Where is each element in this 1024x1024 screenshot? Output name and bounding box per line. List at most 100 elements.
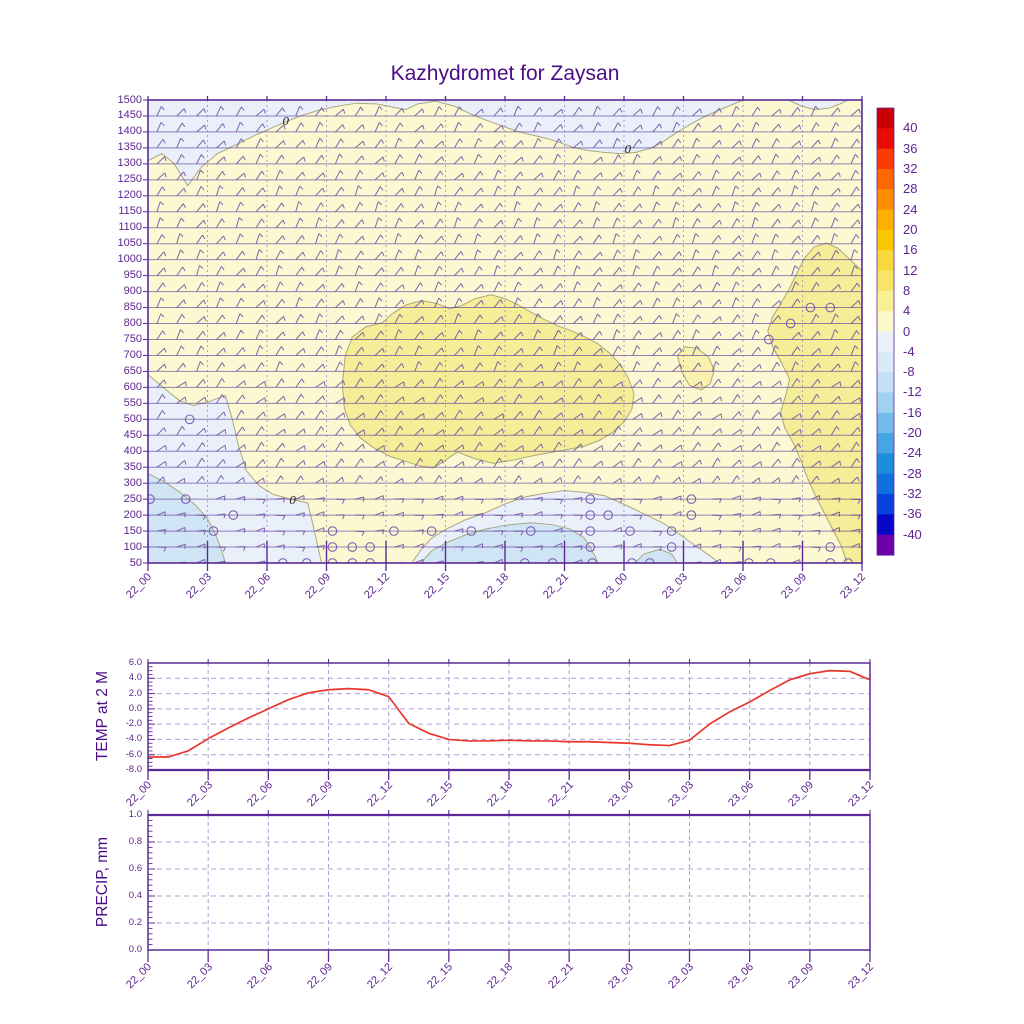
- main-y-tick-label: 200: [123, 508, 142, 521]
- wind-barb-icon: [711, 316, 722, 324]
- wind-barb-icon: [672, 313, 680, 324]
- wind-barb-icon: [334, 330, 344, 340]
- wind-barb-icon: [235, 106, 245, 117]
- wind-barb-icon: [771, 397, 782, 404]
- wind-barb-icon: [632, 169, 641, 181]
- wind-barb-icon: [811, 511, 821, 517]
- wind-barb-icon: [731, 171, 742, 181]
- wind-barb-icon: [553, 249, 561, 260]
- wind-barb-icon: [612, 171, 623, 181]
- wind-barb-icon: [751, 477, 761, 484]
- wind-barb-icon: [731, 331, 742, 340]
- wind-barb-icon: [573, 298, 582, 308]
- wind-barb-icon: [156, 476, 166, 484]
- wind-barb-icon: [731, 459, 742, 468]
- wind-barb-icon: [394, 249, 403, 260]
- calm-wind-circle-icon: [744, 558, 754, 563]
- wind-barb-icon: [691, 137, 701, 149]
- wind-barb-icon: [493, 316, 504, 324]
- colorbar-tick-label: 16: [903, 242, 918, 258]
- wind-barb-icon: [751, 172, 762, 181]
- wind-barb-icon: [196, 396, 207, 404]
- wind-barb-icon: [235, 233, 244, 244]
- wind-barb-icon: [235, 250, 246, 260]
- colorbar-tick-label: -20: [903, 425, 922, 441]
- wind-barb-icon: [771, 249, 779, 260]
- calm-wind-circle-icon: [519, 558, 530, 563]
- wind-barb-icon: [255, 459, 266, 468]
- wind-barb-icon: [731, 495, 741, 501]
- wind-barb-icon: [196, 379, 206, 388]
- calm-wind-circle-icon: [825, 302, 836, 313]
- wind-barb-icon: [711, 396, 723, 404]
- wind-barb-icon: [255, 543, 265, 549]
- wind-barb-icon: [156, 410, 166, 420]
- wind-barb-icon: [315, 544, 325, 551]
- wind-barb-icon: [731, 281, 740, 292]
- colorbar-tick-label: 32: [903, 160, 918, 176]
- wind-barb-icon: [652, 495, 662, 501]
- calm-wind-circle-icon: [585, 510, 596, 520]
- wind-barb-icon: [473, 153, 482, 165]
- wind-barb-icon: [236, 527, 246, 534]
- wind-barb-icon: [751, 511, 761, 517]
- colorbar-tick-label: 36: [903, 140, 918, 156]
- colorbar-band: [877, 128, 894, 150]
- wind-barb-icon: [652, 546, 663, 552]
- wind-barb-icon: [235, 364, 246, 372]
- wind-barb-icon: [295, 393, 305, 404]
- wind-barb-icon: [196, 219, 207, 229]
- wind-barb-icon: [612, 363, 623, 372]
- wind-barb-icon: [275, 154, 285, 165]
- wind-barb-icon: [850, 108, 861, 117]
- wind-barb-icon: [354, 250, 364, 260]
- wind-barb-icon: [513, 475, 522, 484]
- main-y-tick-label: 1400: [117, 125, 142, 138]
- wind-barb-icon: [830, 346, 840, 356]
- wind-barb-icon: [811, 410, 821, 420]
- wind-barb-icon: [196, 124, 207, 133]
- wind-barb-icon: [652, 281, 660, 292]
- wind-barb-icon: [533, 426, 543, 436]
- wind-barb-icon: [573, 458, 583, 468]
- wind-barb-icon: [493, 265, 501, 276]
- wind-barb-icon: [711, 361, 720, 372]
- wind-barb-icon: [553, 300, 564, 308]
- wind-barb-icon: [335, 514, 345, 520]
- wind-barb-icon: [216, 235, 226, 245]
- wind-barb-icon: [473, 299, 484, 308]
- calm-wind-circle-icon: [785, 318, 796, 329]
- wind-barb-icon: [811, 156, 822, 165]
- wind-barb-icon: [573, 412, 584, 420]
- wind-barb-icon: [295, 281, 304, 292]
- temp-y-tick-label: 6.0: [128, 657, 142, 668]
- wind-barb-icon: [434, 201, 442, 212]
- wind-barb-icon: [414, 139, 424, 149]
- wind-barb-icon: [830, 477, 840, 484]
- wind-barb-icon: [652, 429, 663, 436]
- wind-barb-icon: [691, 329, 700, 340]
- temp-y-tick-label: -6.0: [125, 748, 142, 760]
- precip-axis-title: PRECIP, mm: [94, 836, 111, 928]
- wind-barb-icon: [493, 281, 502, 292]
- wind-barb-icon: [632, 219, 643, 229]
- wind-barb-icon: [374, 156, 385, 165]
- calm-wind-circle-icon: [278, 558, 288, 563]
- wind-barb-icon: [235, 155, 246, 165]
- wind-barb-icon: [791, 428, 802, 436]
- colorbar-band: [877, 412, 894, 434]
- wind-barb-icon: [295, 348, 306, 356]
- wind-barb-icon: [235, 313, 244, 324]
- wind-barb-icon: [374, 139, 385, 149]
- wind-barb-icon: [830, 154, 840, 165]
- wind-barb-icon: [811, 139, 821, 149]
- calm-wind-circle-icon: [547, 558, 558, 563]
- wind-barb-icon: [533, 250, 543, 260]
- wind-barb-icon: [493, 219, 504, 229]
- colorbar-border: [876, 107, 895, 556]
- wind-barb-icon: [791, 250, 800, 260]
- wind-barb-icon: [255, 108, 266, 117]
- wind-barb-icon: [811, 460, 822, 468]
- wind-barb-icon: [850, 282, 860, 292]
- calm-wind-circle-icon: [301, 558, 312, 563]
